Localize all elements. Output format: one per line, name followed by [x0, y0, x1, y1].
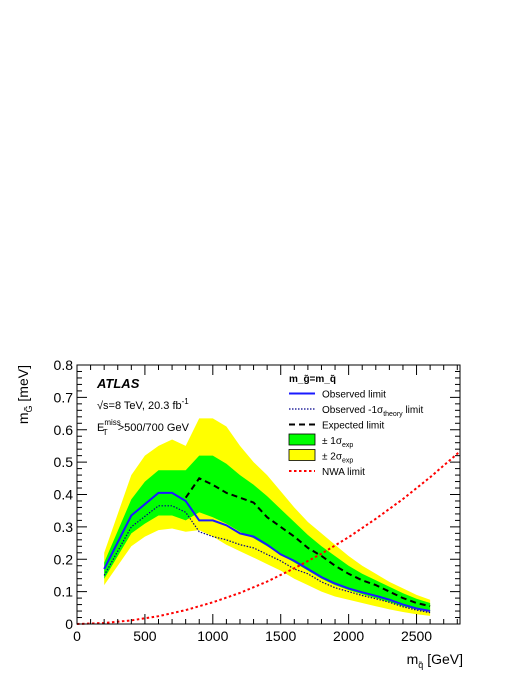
- x-tick-label: 1500: [265, 628, 296, 644]
- y-tick-label: 0.1: [54, 584, 74, 600]
- legend-label: Expected limit: [322, 421, 384, 432]
- x-tick-label: 2000: [333, 628, 364, 644]
- y-axis-title: mG̃ [meV]: [15, 365, 34, 424]
- lumi-sup: -1: [182, 397, 190, 406]
- legend-label: ± 2σexp: [322, 452, 353, 465]
- observed-minus-theory-line: [103, 505, 431, 614]
- tick-labels: 0 500 1000 1500 2000 2500 0 0.1 0.2 0.3 0.4 0.5 0.6 0…: [54, 357, 433, 644]
- met-sup: miss: [104, 418, 120, 427]
- y-tick-label: 0.8: [54, 357, 74, 373]
- legend-marker-2sigma: [288, 449, 316, 461]
- nwa-limit-line: [76, 450, 461, 625]
- legend-label: ± 1σexp: [322, 436, 353, 449]
- y-tick-label: 0.6: [54, 422, 74, 438]
- legend-label: NWA limit: [322, 467, 365, 478]
- observed-limit-line: [103, 491, 431, 612]
- legend-header: m_g̃=m_q̃: [289, 374, 336, 385]
- y-axis-title-unit: [meV]: [15, 365, 31, 402]
- met-sub: T: [103, 428, 108, 437]
- y-tick-label: 0.3: [54, 519, 74, 535]
- x-axis-title-unit: [GeV]: [427, 651, 463, 667]
- met-cut-label: Emiss T >500/700 GeV: [97, 418, 190, 437]
- energy-lumi-label: √s=8 TeV, 20.3 fb-1: [97, 397, 189, 412]
- expected-limit-line: [184, 477, 431, 608]
- y-tick-label: 0.5: [54, 454, 74, 470]
- y-tick-label: 0: [65, 616, 73, 632]
- x-axis-title-sub: q̃: [418, 660, 423, 670]
- x-tick-label: 2500: [401, 628, 432, 644]
- y-tick-label: 0.4: [54, 487, 74, 503]
- legend-label: Observed -1σtheory limit: [322, 405, 423, 418]
- y-tick-label: 0.7: [54, 389, 74, 405]
- y-tick-label: 0.2: [54, 551, 74, 567]
- legend-marker-1sigma: [288, 433, 316, 446]
- legend: m_g̃=m_q̃ Observed limit Observed -1σtheor…: [288, 374, 423, 478]
- legend-label: Observed limit: [322, 390, 386, 401]
- limit-lines: [76, 450, 461, 625]
- x-axis-title: mq̃ [GeV]: [407, 651, 463, 670]
- y-axis-title-sub: G̃: [24, 405, 34, 412]
- axis-ticks: [76, 364, 460, 625]
- x-tick-label: 500: [133, 628, 157, 644]
- x-tick-label: 0: [73, 628, 81, 644]
- experiment-label: ATLAS: [96, 376, 140, 391]
- x-tick-label: 1000: [197, 628, 228, 644]
